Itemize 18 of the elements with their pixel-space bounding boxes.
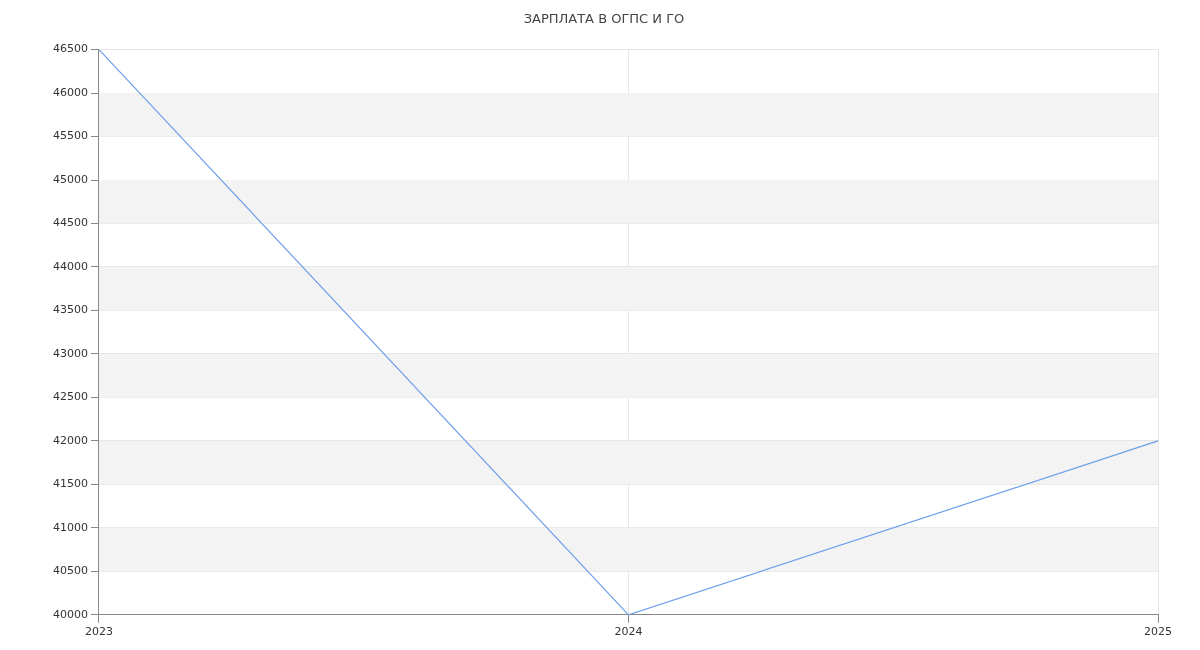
- y-tick-label: 41000: [52, 520, 88, 534]
- y-tick-label: 46500: [52, 42, 88, 56]
- y-tick-label: 40500: [52, 564, 88, 578]
- y-tick-label: 41500: [52, 477, 88, 491]
- y-tick-label: 46000: [52, 85, 88, 99]
- y-tick-label: 45500: [52, 129, 88, 143]
- y-tick-label: 45000: [52, 172, 88, 186]
- x-tick-label: 2025: [1144, 625, 1172, 639]
- y-tick-label: 44000: [52, 259, 88, 273]
- y-tick-label: 43000: [52, 346, 88, 360]
- y-tick-label: 42000: [52, 433, 88, 447]
- chart-title: ЗАРПЛАТА В ОГПС И ГО: [523, 11, 685, 27]
- y-tick-label: 44500: [52, 216, 88, 230]
- y-tick-label: 40000: [52, 607, 88, 621]
- y-tick-label: 42500: [52, 390, 88, 404]
- x-tick-label: 2023: [84, 625, 113, 639]
- y-tick-label: 43500: [52, 303, 88, 317]
- x-tick-label: 2024: [614, 625, 643, 639]
